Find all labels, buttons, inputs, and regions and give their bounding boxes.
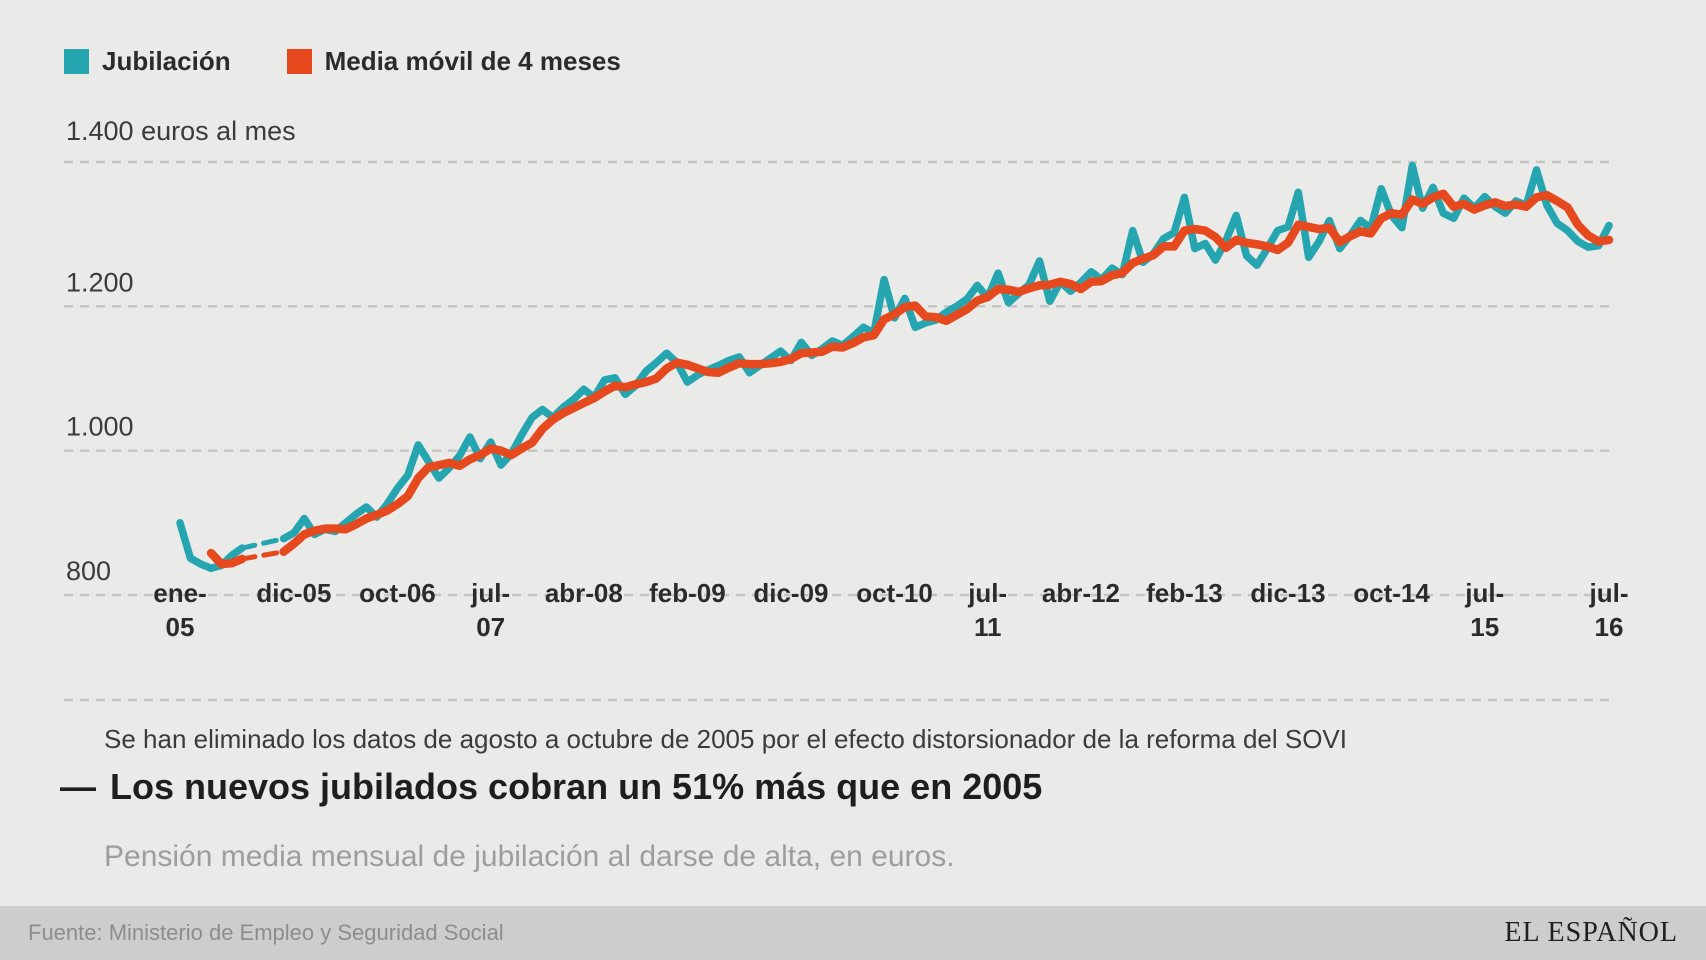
x-tick-label: dic-13 [1250,578,1325,608]
legend-item-media-movil: Media móvil de 4 meses [286,46,621,77]
x-tick-label: feb-13 [1146,578,1223,608]
legend: Jubilación Media móvil de 4 meses [64,46,621,77]
x-tick-label: jul-11 [967,578,1007,642]
footer-bar: Fuente: Ministerio de Empleo y Seguridad… [0,906,1706,960]
series-line [206,548,247,569]
x-tick-label: feb-09 [649,578,726,608]
pension-line-chart: 1.400 euros al mes 1.200 1.000 800 ene-05 dic… [64,116,1629,702]
x-tick-label: jul-16 [1589,578,1629,642]
legend-label-jubilacion: Jubilación [102,46,231,76]
y-tick-label: 800 [66,556,111,586]
x-tick-label: ene-05 [153,578,206,642]
x-tick-label: oct-06 [359,578,436,608]
source-credit: Fuente: Ministerio de Empleo y Seguridad… [28,920,504,945]
x-tick-label: abr-12 [1042,578,1120,608]
series-line [279,161,1613,543]
series-line [279,189,1614,556]
x-tick-label: dic-09 [753,578,828,608]
legend-swatch-jubilacion [64,49,89,74]
series-gap-connector [239,536,287,551]
x-tick-label: jul-15 [1464,578,1504,642]
y-tick-label: 1.400 euros al mes [66,116,296,146]
x-tick-label: jul-07 [470,578,510,642]
el-espanol-logo: EL ESPAÑOL [1504,917,1678,948]
headline-dash: — [60,766,96,807]
x-tick-label: abr-08 [545,578,623,608]
legend-item-jubilacion: Jubilación [64,46,231,77]
chart-subtitle: Pensión media mensual de jubilación al d… [104,840,955,873]
x-tick-label: dic-05 [256,578,331,608]
headline: — Los nuevos jubilados cobran un 51% más… [60,766,1042,808]
y-tick-label: 1.200 [66,267,134,297]
y-tick-label: 1.000 [66,412,134,442]
x-tick-label: oct-10 [856,578,933,608]
series-line [176,519,246,573]
series-gap-connector [239,549,287,562]
page-title: Los nuevos jubilados cobran un 51% más q… [110,766,1043,807]
x-tick-label: oct-14 [1353,578,1430,608]
chart-footnote: Se han eliminado los datos de agosto a o… [104,724,1347,754]
legend-swatch-media-movil [286,49,312,74]
legend-label-media-movil: Media móvil de 4 meses [324,46,621,76]
